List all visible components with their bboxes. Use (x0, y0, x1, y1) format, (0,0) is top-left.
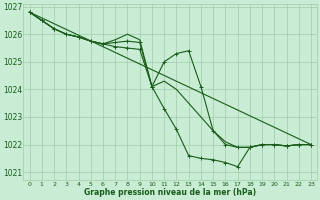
X-axis label: Graphe pression niveau de la mer (hPa): Graphe pression niveau de la mer (hPa) (84, 188, 256, 197)
